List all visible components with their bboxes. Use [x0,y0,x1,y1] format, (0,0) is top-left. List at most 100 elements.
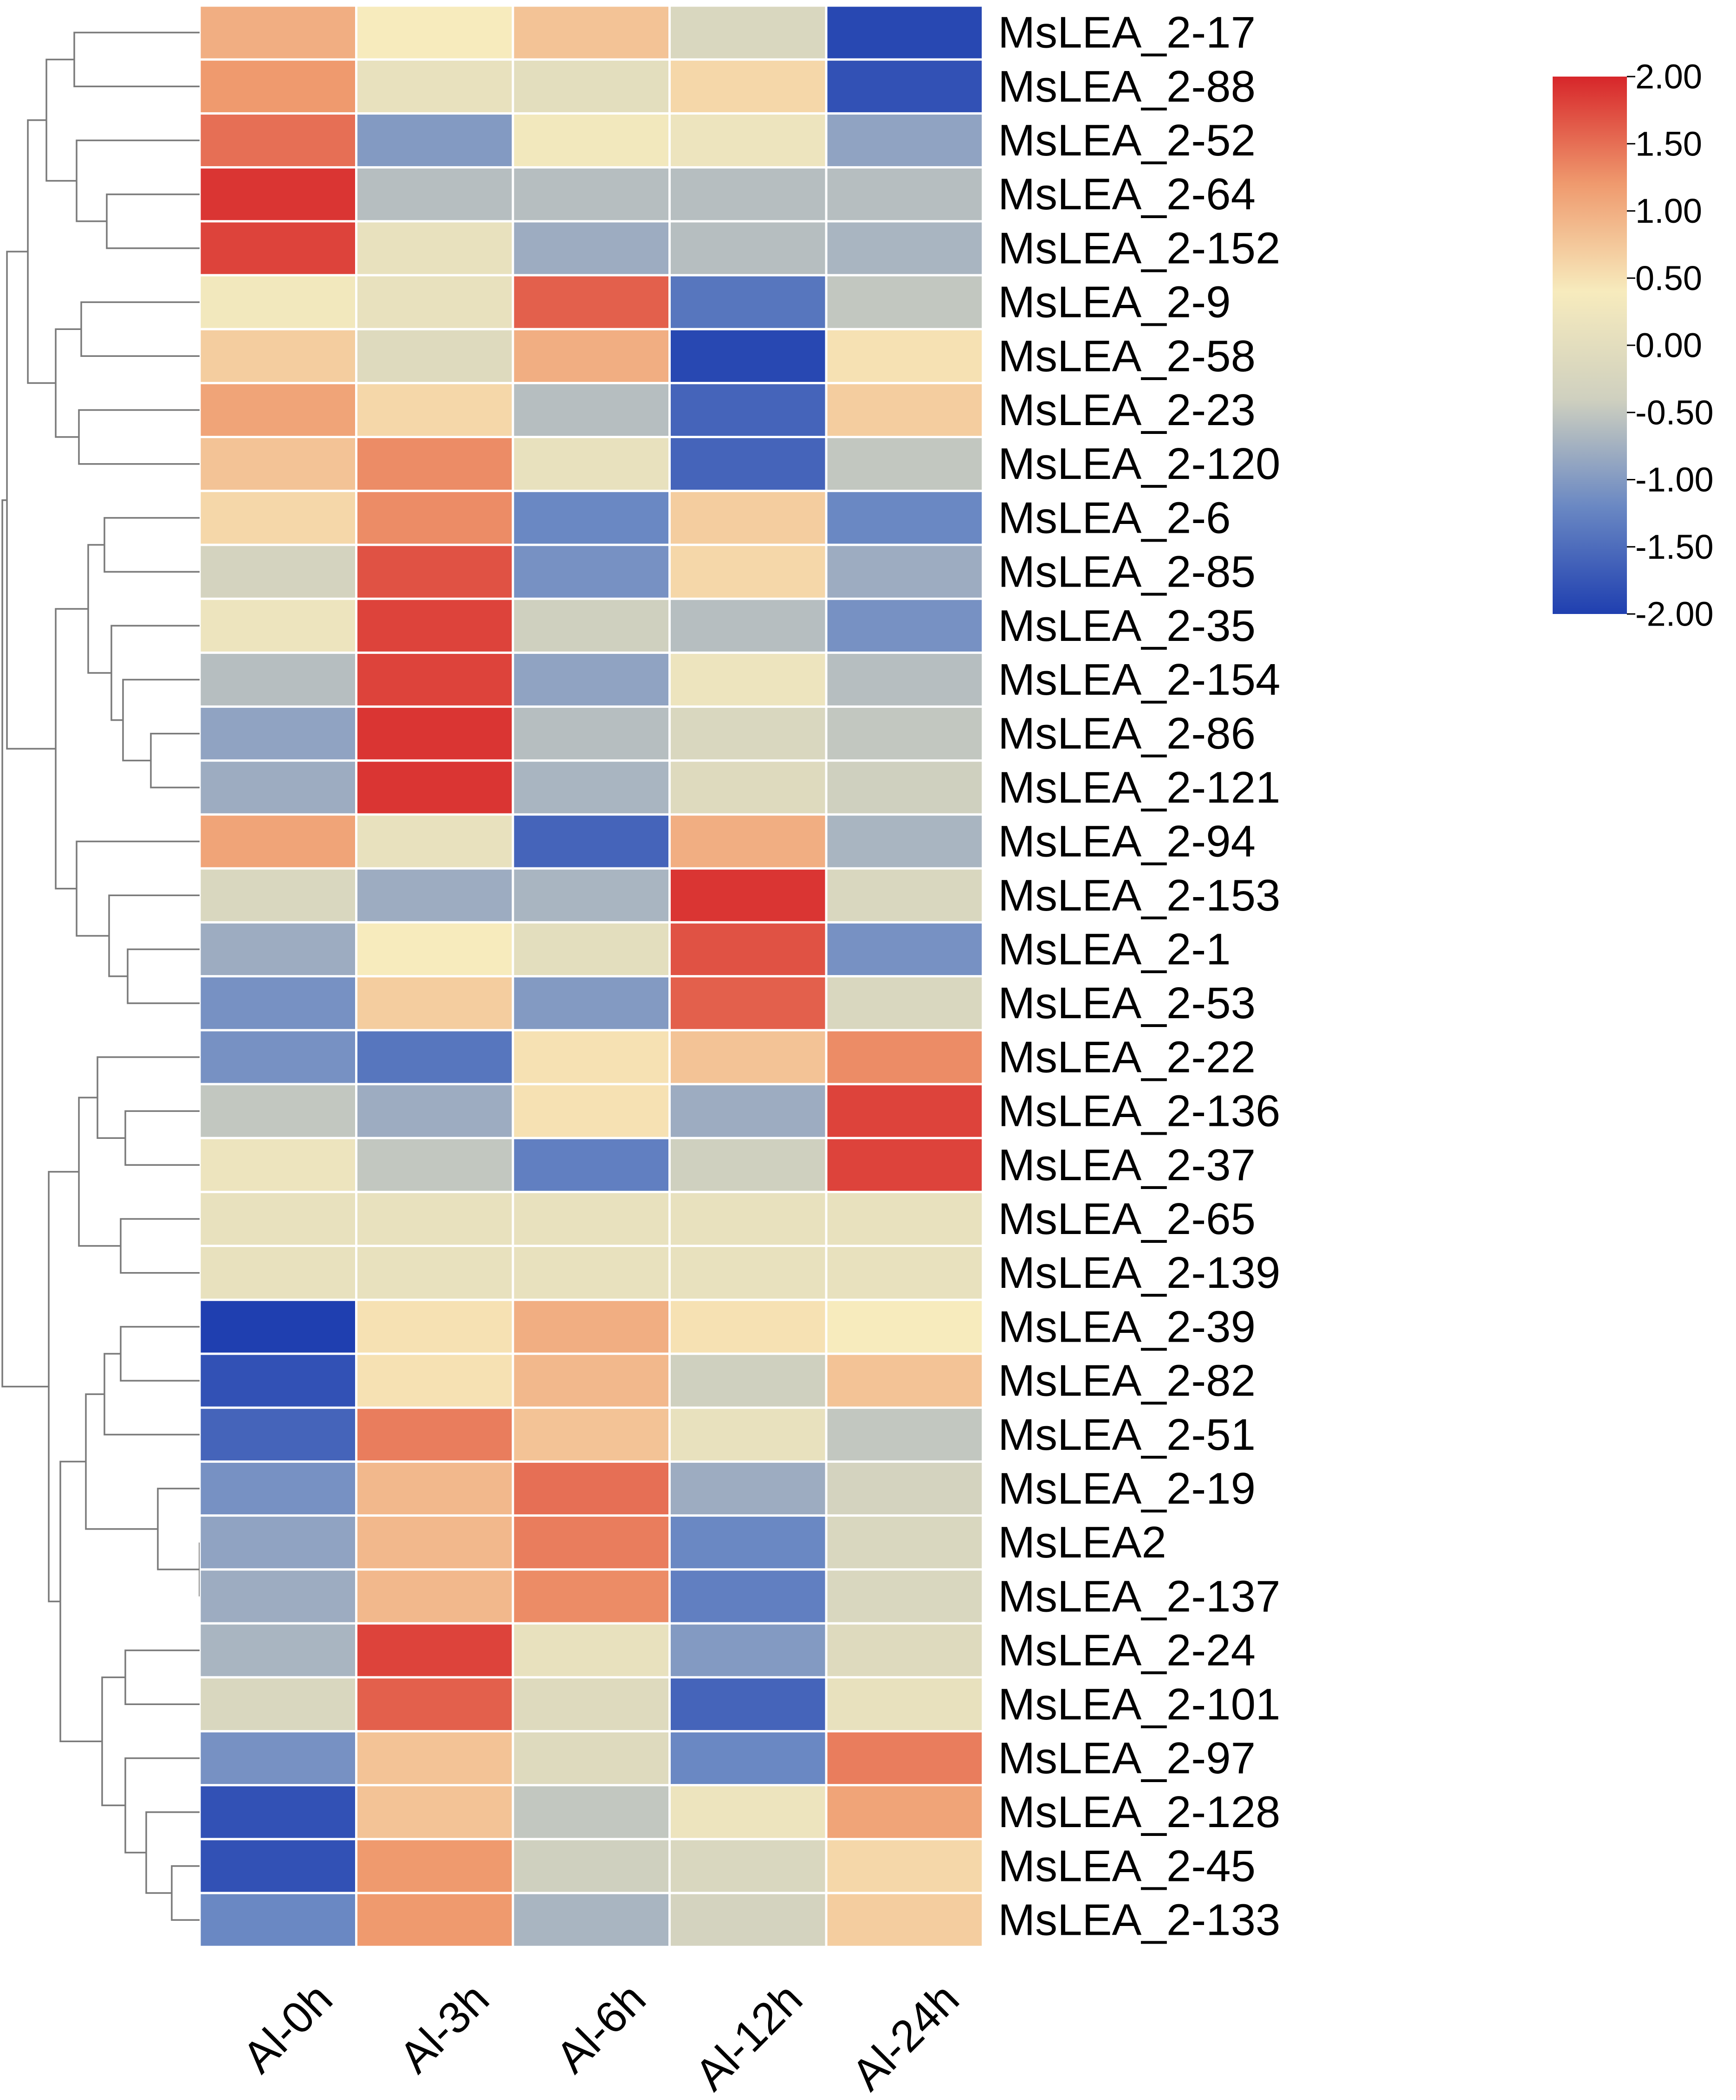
heatmap-cell [201,653,355,706]
heatmap-cell [827,114,982,167]
row-label: MsLEA_2-97 [998,1733,1256,1783]
heatmap-cell [671,1894,825,1946]
heatmap-cell [201,1517,355,1569]
heatmap-cell [357,1193,512,1245]
heatmap-cell [827,1031,982,1083]
heatmap-cell [514,762,668,814]
heatmap-cell [514,1031,668,1083]
heatmap-cell [357,384,512,436]
heatmap-cell [671,1031,825,1083]
colorbar-tick-label: 1.50 [1635,124,1702,163]
heatmap-cell [514,60,668,112]
heatmap-cell [671,6,825,58]
row-dendrogram [1,32,201,1921]
heatmap-cell [671,762,825,814]
heatmap-cell [201,1570,355,1622]
heatmap-cell [514,1085,668,1137]
row-label: MsLEA_2-22 [998,1032,1256,1082]
row-label: MsLEA_2-1 [998,924,1231,974]
grid-background [200,6,983,1947]
heatmap-cell [514,1678,668,1730]
row-label: MsLEA_2-139 [998,1248,1280,1298]
heatmap-cell [201,815,355,867]
heatmap-cell [827,1462,982,1515]
heatmap-cell [201,492,355,544]
heatmap-cell [201,762,355,814]
heatmap-cell [514,330,668,382]
heatmap-cell [671,923,825,976]
heatmap-cell [671,1786,825,1838]
heatmap-cell [514,1624,668,1676]
heatmap-cell [201,977,355,1029]
colorbar-tick-label: -1.50 [1635,528,1714,566]
heatmap-cell [514,815,668,867]
heatmap-cell [357,815,512,867]
heatmap-cell [357,1031,512,1083]
row-label: MsLEA_2-94 [998,817,1256,866]
heatmap-cell [671,168,825,220]
heatmap-cell [671,60,825,112]
heatmap-cell [357,1409,512,1460]
row-label: MsLEA_2-120 [998,439,1280,489]
heatmap-cell [827,815,982,867]
heatmap-cell [827,1786,982,1838]
heatmap-cell [514,1840,668,1892]
heatmap-cell [671,438,825,490]
heatmap-cell [357,222,512,274]
heatmap-cell [201,1301,355,1353]
heatmap-cell [514,1517,668,1569]
colorbar-tick-label: 0.00 [1635,326,1702,365]
row-label: MsLEA_2-64 [998,169,1256,219]
heatmap-cell [357,1247,512,1299]
heatmap-cell [201,1193,355,1245]
heatmap-cell [201,114,355,167]
heatmap-cell [514,546,668,598]
row-label: MsLEA_2-53 [998,978,1256,1028]
heatmap-cell [357,1085,512,1137]
row-label: MsLEA2 [998,1518,1166,1567]
heatmap-cell [827,708,982,760]
heatmap-cell [827,1732,982,1784]
colorbar-tick-label: 1.00 [1635,192,1702,230]
heatmap-cell [671,1409,825,1460]
heatmap-cell [671,1085,825,1137]
heatmap-cell [201,708,355,760]
heatmap-cell [827,1247,982,1299]
heatmap-cell [671,1624,825,1676]
heatmap-cell [357,653,512,706]
heatmap-cell [514,6,668,58]
heatmap-cell [514,923,668,976]
heatmap-cell [201,600,355,652]
row-label: MsLEA_2-128 [998,1787,1280,1837]
row-label: MsLEA_2-37 [998,1140,1256,1190]
heatmap-cell [671,1462,825,1515]
heatmap-cell [201,1624,355,1676]
heatmap-cell [671,1193,825,1245]
heatmap-cell [827,168,982,220]
heatmap-cell [671,869,825,921]
row-label: MsLEA_2-88 [998,62,1256,111]
heatmap-cell [514,869,668,921]
row-label: MsLEA_2-152 [998,223,1280,273]
heatmap-cell [827,653,982,706]
heatmap-cell [357,1462,512,1515]
heatmap-cell [827,1193,982,1245]
heatmap-cell [357,1840,512,1892]
heatmap-cell [201,1786,355,1838]
heatmap-cell [357,546,512,598]
heatmap-cell [514,600,668,652]
row-label: MsLEA_2-24 [998,1626,1256,1675]
colorbar: 2.00 1.50 1.00 0.50 0.00 -0.50 -1.00 -1.50 -2.00 [1553,58,1714,633]
heatmap-cell [827,492,982,544]
row-label: MsLEA_2-133 [998,1895,1280,1945]
heatmap-cell [357,1355,512,1407]
row-label: MsLEA_2-136 [998,1086,1280,1136]
row-label: MsLEA_2-65 [998,1194,1256,1244]
heatmap-cell [514,653,668,706]
heatmap-cell [827,1624,982,1676]
heatmap-cell [357,168,512,220]
heatmap-cell [201,6,355,58]
heatmap-cell [671,815,825,867]
heatmap-cell [357,1139,512,1191]
